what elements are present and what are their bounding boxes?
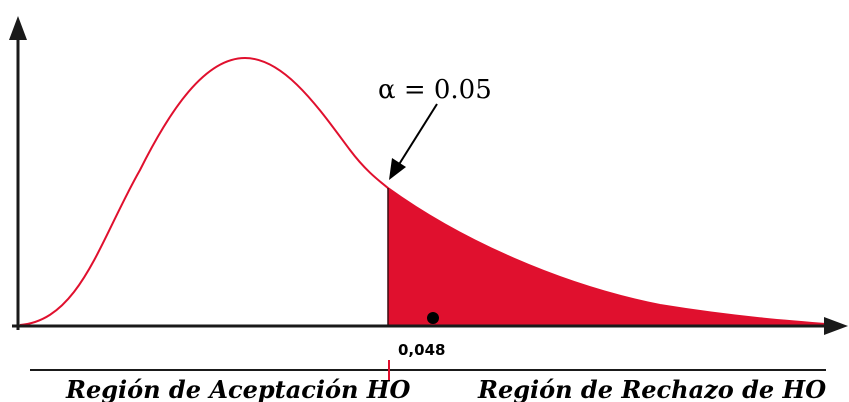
acceptance-region-label: Región de Aceptación HO (65, 375, 410, 402)
x-axis-arrow-icon (824, 317, 848, 335)
alpha-arrow-line (397, 103, 438, 167)
distribution-curve (19, 56, 841, 326)
test-value-marker (427, 312, 439, 324)
alpha-label: α = 0.05 (378, 75, 492, 105)
rejection-region-area (388, 188, 840, 326)
y-axis-arrow-icon (9, 16, 27, 40)
alpha-arrow-head-icon (389, 158, 406, 180)
rejection-region-label: Región de Rechazo de HO (477, 375, 826, 402)
test-value-label: 0,048 (398, 341, 445, 359)
